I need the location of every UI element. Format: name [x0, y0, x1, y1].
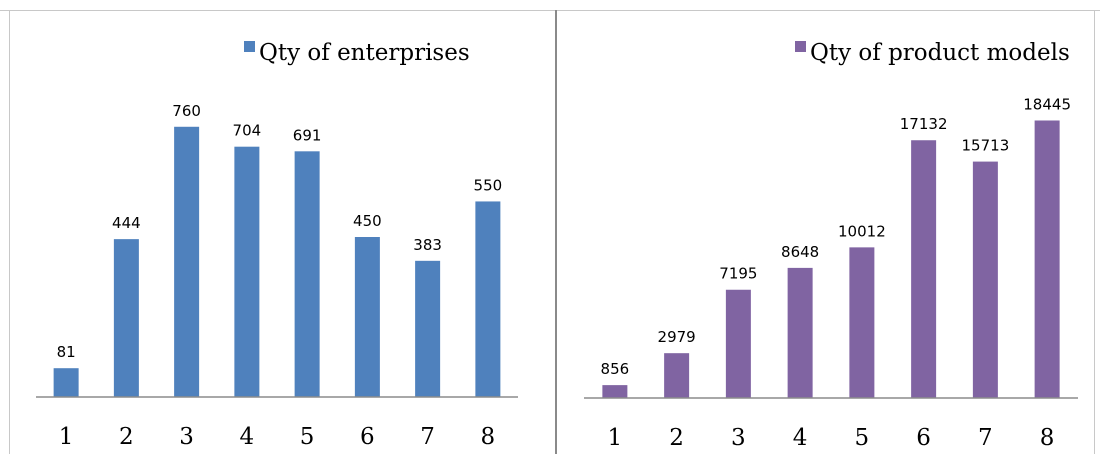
enterprises-value-labels: 81 444 760 704 691 450 383 550 — [57, 102, 503, 361]
product-models-value-label-1: 856 — [601, 360, 630, 378]
enterprises-x-tick-7: 7 — [420, 424, 435, 450]
product-models-value-label-3: 7195 — [719, 265, 757, 283]
enterprises-x-tick-2: 2 — [119, 424, 134, 450]
enterprises-chart: 81 444 760 704 691 450 383 550 1 2 3 4 5 6 7 8 Qty of … — [36, 40, 518, 450]
product-models-legend: Qty of product models — [795, 40, 1070, 66]
enterprises-x-tick-5: 5 — [300, 424, 315, 450]
enterprises-bar-2 — [113, 239, 139, 397]
enterprises-legend-swatch — [244, 41, 255, 52]
frame-left-border — [9, 10, 10, 454]
enterprises-x-tick-4: 4 — [240, 424, 255, 450]
enterprises-bar-4 — [234, 146, 260, 397]
enterprises-value-label-1: 81 — [57, 343, 76, 361]
product-models-bar-7 — [972, 161, 998, 398]
product-models-value-label-4: 8648 — [781, 243, 819, 261]
product-models-bars — [602, 120, 1060, 399]
product-models-value-label-5: 10012 — [838, 222, 886, 240]
enterprises-bar-3 — [174, 126, 200, 398]
enterprises-bar-6 — [354, 237, 380, 397]
product-models-x-tick-4: 4 — [793, 425, 808, 451]
enterprises-x-tick-3: 3 — [179, 424, 194, 450]
product-models-x-tick-6: 6 — [916, 425, 931, 451]
product-models-x-tick-2: 2 — [669, 425, 684, 451]
enterprises-x-tick-6: 6 — [360, 424, 375, 450]
enterprises-value-label-7: 383 — [413, 236, 442, 254]
product-models-bar-5 — [849, 247, 875, 398]
frame-right-border — [1094, 10, 1095, 454]
product-models-bar-8 — [1034, 120, 1060, 399]
enterprises-bar-1 — [53, 368, 79, 397]
product-models-bar-2 — [664, 353, 690, 398]
enterprises-legend: Qty of enterprises — [244, 40, 470, 66]
product-models-x-tick-labels: 1 2 3 4 5 6 7 8 — [608, 425, 1055, 451]
enterprises-x-tick-8: 8 — [481, 424, 496, 450]
product-models-value-labels: 856 2979 7195 8648 10012 17132 15713 18445 — [601, 95, 1071, 378]
product-models-bar-6 — [911, 140, 937, 398]
enterprises-value-label-6: 450 — [353, 212, 382, 230]
enterprises-value-label-5: 691 — [293, 126, 322, 144]
product-models-bar-3 — [725, 289, 751, 398]
frame-top-border — [0, 10, 1100, 11]
product-models-legend-label: Qty of product models — [810, 40, 1070, 66]
enterprises-bar-7 — [415, 260, 441, 397]
product-models-legend-swatch — [795, 41, 806, 52]
product-models-x-tick-3: 3 — [731, 425, 746, 451]
product-models-bar-4 — [787, 267, 813, 398]
product-models-value-label-7: 15713 — [962, 137, 1010, 155]
enterprises-legend-label: Qty of enterprises — [259, 40, 470, 66]
chart-divider — [555, 10, 557, 454]
product-models-x-tick-7: 7 — [978, 425, 993, 451]
enterprises-bars — [53, 126, 501, 398]
enterprises-x-tick-labels: 1 2 3 4 5 6 7 8 — [59, 424, 495, 450]
enterprises-value-label-3: 760 — [172, 102, 201, 120]
product-models-value-label-6: 17132 — [900, 115, 948, 133]
product-models-x-tick-8: 8 — [1040, 425, 1055, 451]
enterprises-x-tick-1: 1 — [59, 424, 74, 450]
product-models-value-label-2: 2979 — [658, 328, 696, 346]
enterprises-value-label-2: 444 — [112, 214, 141, 232]
enterprises-value-label-4: 704 — [233, 122, 262, 140]
product-models-value-label-8: 18445 — [1023, 95, 1071, 113]
product-models-x-tick-1: 1 — [608, 425, 623, 451]
product-models-bar-1 — [602, 385, 628, 398]
enterprises-bar-8 — [475, 201, 501, 397]
product-models-x-tick-5: 5 — [855, 425, 870, 451]
enterprises-value-label-8: 550 — [474, 176, 503, 194]
enterprises-bar-5 — [294, 151, 320, 397]
